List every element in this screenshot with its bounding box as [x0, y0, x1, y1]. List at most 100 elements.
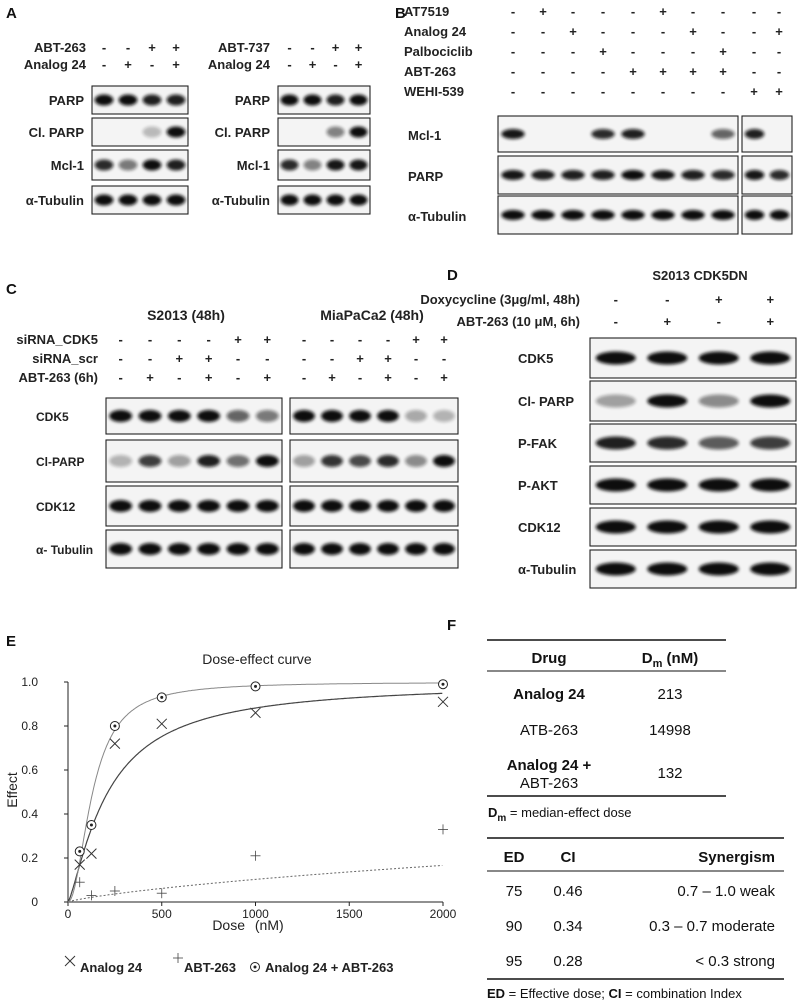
- a-left-sign: +: [148, 40, 156, 55]
- x-axis-label: Dose (nM): [212, 917, 283, 933]
- d-row-label: P-FAK: [518, 436, 558, 451]
- a-right-band: [326, 194, 345, 206]
- b-sign: +: [569, 24, 577, 39]
- c-right-band: [349, 543, 371, 555]
- a-left-treatment-label: ABT-263: [34, 40, 86, 55]
- c-left-band: [138, 455, 162, 467]
- b-treatment-label: WEHI-539: [404, 84, 464, 99]
- c-right-band: [321, 500, 343, 512]
- b-main-band: [591, 210, 615, 220]
- d-band: [698, 520, 739, 534]
- c-right-frame: [289, 485, 459, 527]
- d-band: [698, 351, 739, 365]
- dose-effect-chart: 0 500 1000 1500 2000 0 0.2 0.4 0.6 0.8 1.0: [21, 675, 456, 921]
- d-band: [647, 520, 688, 534]
- b-sign: +: [689, 24, 697, 39]
- d-band: [698, 562, 739, 576]
- c-left-band: [197, 410, 221, 422]
- ci-header-synergism: Synergism: [698, 849, 775, 866]
- marker-dot: [441, 682, 445, 686]
- panel-d-blot: Doxycycline (3μg/ml, 48h) - - + + ABT-263 (10…: [420, 292, 797, 589]
- c-right-band: [349, 410, 371, 422]
- c-right-band: [321, 455, 343, 467]
- y-tick-label: 0.6: [21, 763, 38, 777]
- a-left-band: [166, 94, 186, 106]
- a-left-row-label: Mcl-1: [51, 158, 84, 173]
- c-right-band: [321, 410, 343, 422]
- y-tick-label: 0.4: [21, 807, 38, 821]
- series-2-point: [156, 888, 167, 899]
- b-sign: -: [631, 4, 635, 19]
- c-sign: -: [358, 370, 362, 385]
- b-main-band: [591, 170, 615, 180]
- a-left-band: [94, 194, 114, 206]
- x-axis-label-unit: (nM): [255, 917, 284, 933]
- b-sign: -: [721, 4, 725, 19]
- d-row-label: CDK5: [518, 351, 553, 366]
- d-band: [595, 520, 636, 534]
- a-right-treatment-label: Analog 24: [208, 57, 271, 72]
- c-sign: -: [118, 370, 122, 385]
- d-row-label: α-Tubulin: [518, 562, 576, 577]
- d-sign: -: [614, 314, 618, 329]
- marker-dot: [253, 965, 257, 969]
- d-band: [595, 562, 636, 576]
- b-sign: -: [511, 44, 515, 59]
- panel-e-label: E: [6, 633, 16, 650]
- c-treatment-label: siRNA_CDK5: [16, 332, 98, 347]
- legend-text-analog24: Analog 24: [80, 960, 143, 975]
- dm-row-1-value: 213: [657, 686, 682, 703]
- a-left-band: [118, 159, 138, 171]
- c-sign: -: [330, 332, 334, 347]
- ci-row-1-synergism: 0.7 – 1.0 weak: [677, 883, 775, 900]
- b-sign: +: [775, 84, 783, 99]
- c-right-frame: [289, 529, 459, 569]
- x-tick-label: 2000: [430, 907, 457, 921]
- a-left-sign: +: [172, 40, 180, 55]
- c-left-band: [138, 410, 162, 422]
- a-left-band: [142, 194, 162, 206]
- c-row-label: Cl-PARP: [36, 455, 84, 469]
- c-left-band: [226, 410, 250, 422]
- b-side-band: [744, 129, 765, 139]
- c-sign: +: [440, 332, 448, 347]
- b-sign: +: [539, 4, 547, 19]
- c-right-band: [433, 543, 455, 555]
- c-sign: +: [264, 332, 272, 347]
- ci-header-ci: CI: [561, 849, 576, 866]
- a-left-band: [166, 194, 186, 206]
- c-right-band: [377, 410, 399, 422]
- c-left-band: [167, 543, 191, 555]
- c-right-band: [293, 410, 315, 422]
- c-left-frame: [105, 439, 283, 483]
- c-right-frame: [289, 439, 459, 483]
- a-right-row-label: Cl. PARP: [215, 125, 271, 140]
- d-band: [750, 478, 791, 492]
- marker-dot: [254, 684, 257, 688]
- ci-row-1-ci: 0.46: [553, 883, 582, 900]
- c-sign: -: [302, 351, 306, 366]
- series-2-point: [438, 824, 448, 835]
- a-right-row-label: Mcl-1: [237, 158, 270, 173]
- ci-row-2-ed: 90: [506, 918, 523, 935]
- dm-table-header-drug: Drug: [532, 650, 567, 667]
- c-sign: +: [146, 370, 154, 385]
- series-1-point: [74, 859, 86, 870]
- b-side-band: [769, 210, 790, 220]
- a-right-band: [326, 159, 345, 171]
- a-left-sign: -: [150, 57, 154, 72]
- a-right-row-label: PARP: [235, 93, 270, 108]
- b-treatment-label: Palbociclib: [404, 44, 473, 59]
- marker-dot: [113, 724, 117, 728]
- b-sign: -: [752, 24, 756, 39]
- c-row-label: CDK12: [36, 500, 76, 514]
- series-2-point: [86, 890, 97, 901]
- b-sign: -: [777, 4, 781, 19]
- b-row-label: Mcl-1: [408, 128, 441, 143]
- d-band: [595, 394, 636, 408]
- b-main-band: [711, 129, 735, 139]
- x-tick-label: 1000: [242, 907, 269, 921]
- d-row-label: Cl- PARP: [518, 394, 574, 409]
- b-main-band: [501, 170, 525, 180]
- panel-a-label: A: [6, 5, 17, 22]
